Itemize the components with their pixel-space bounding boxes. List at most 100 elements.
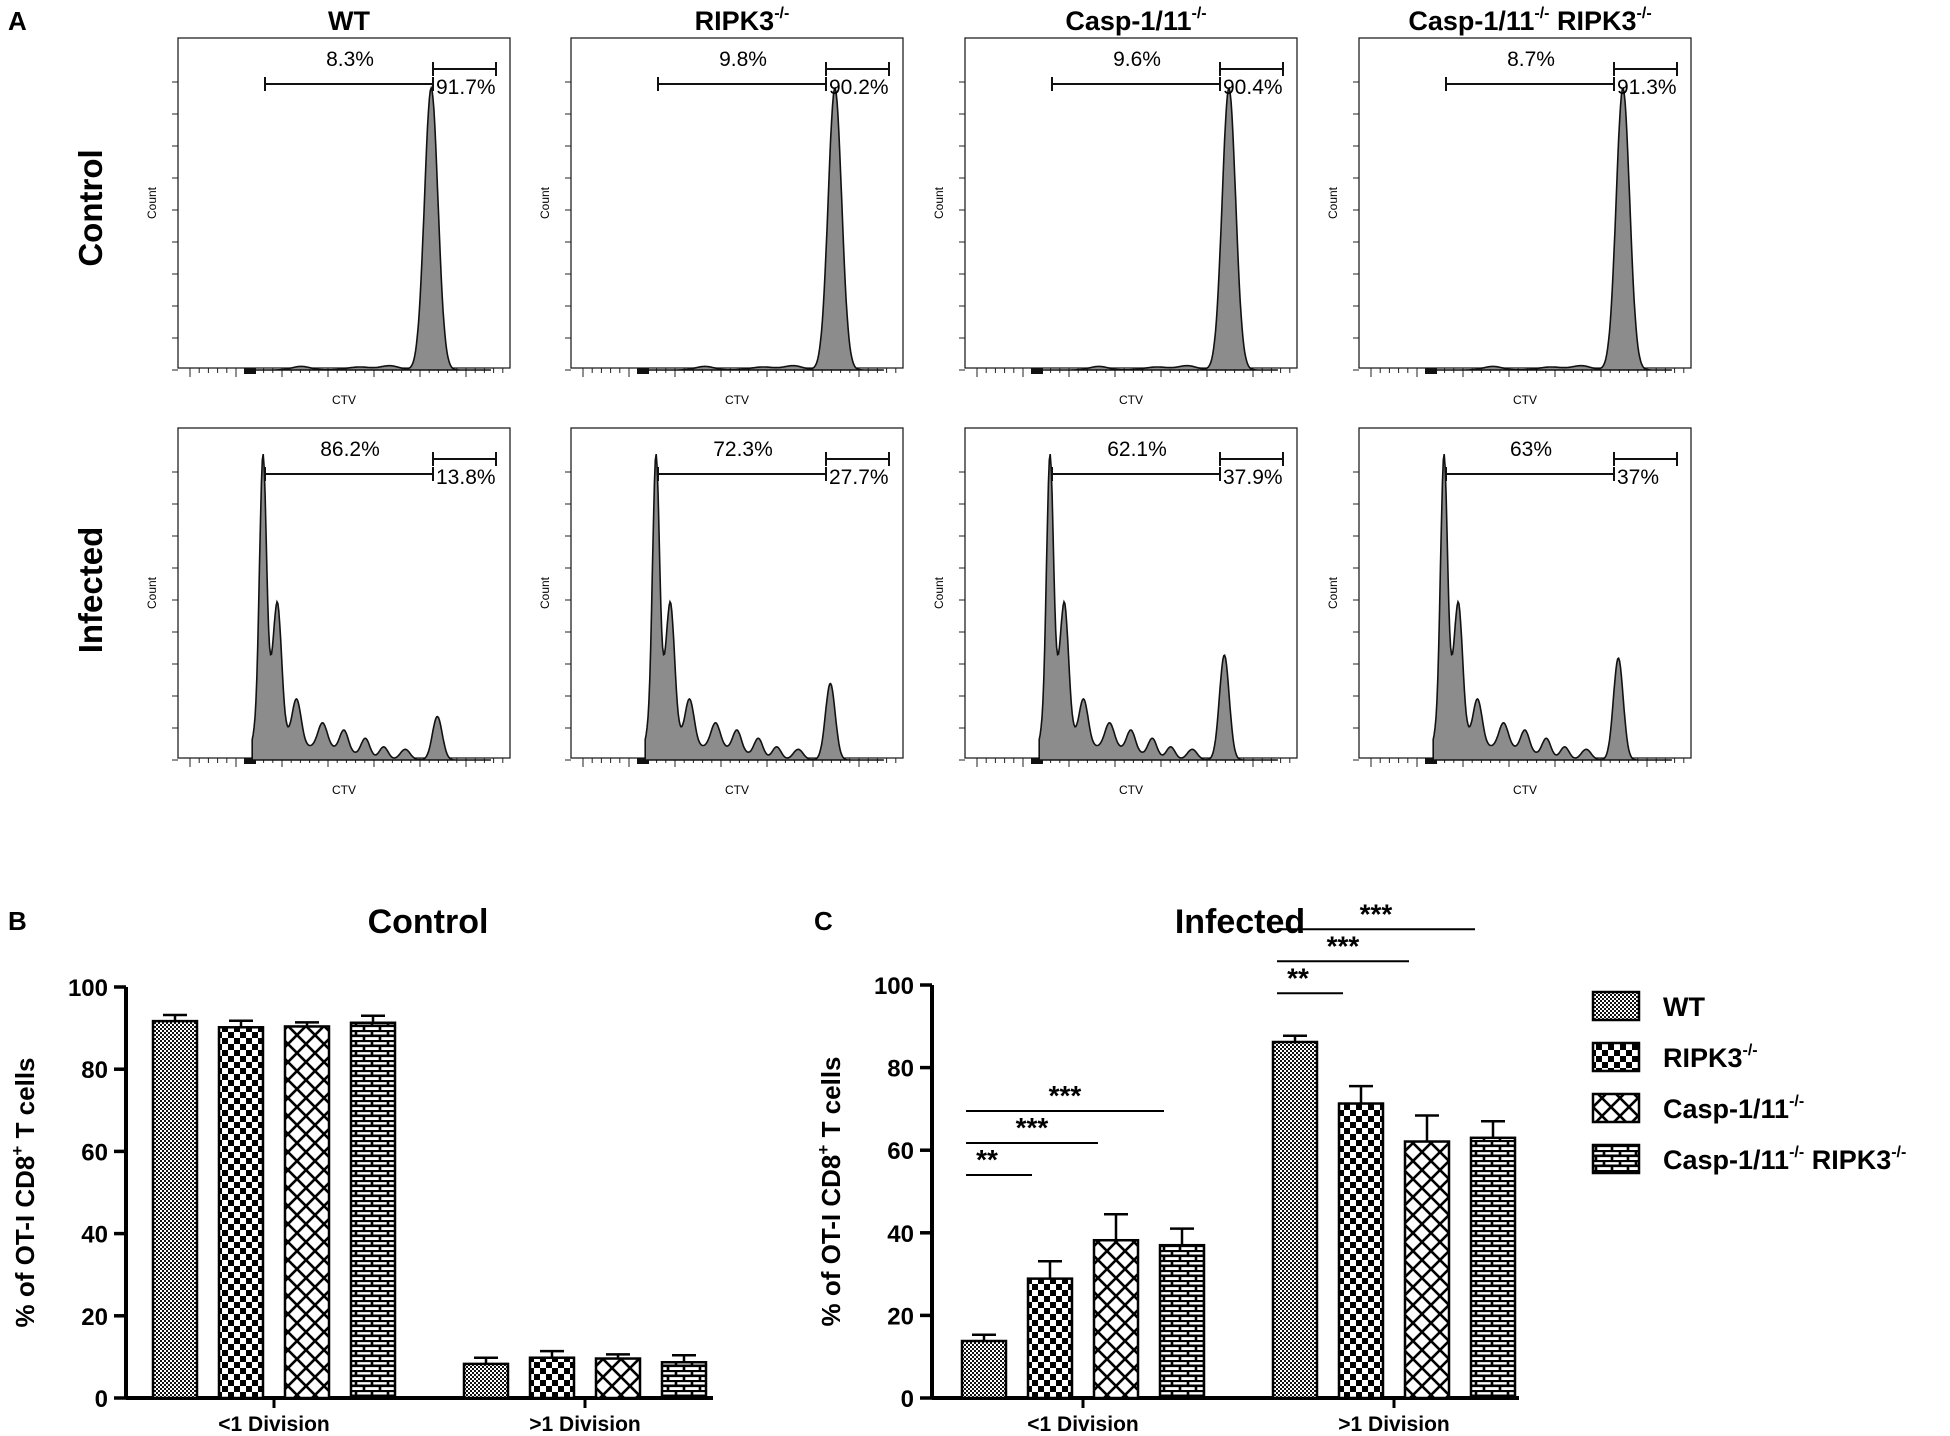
gate-divided-percent: 63%: [1510, 438, 1552, 461]
genotype-base: RIPK3: [1804, 1145, 1891, 1175]
legend-label-1: WT: [1663, 992, 1705, 1022]
gate-undivided-percent: 13.8%: [436, 466, 496, 489]
histogram-frame: [570, 37, 904, 369]
y-tick-label: 0: [95, 1386, 108, 1413]
y-tick-label: 20: [887, 1303, 914, 1330]
x-axis-dense-ticks: [1425, 758, 1437, 764]
y-axis-label-text: % of OT-I CD8: [10, 1156, 40, 1328]
bar-chart-infected: Infected 0 20 40 60 80 100 % of OT-I CD8+ T cel…: [814, 898, 1519, 1436]
histogram-frame: [964, 37, 1298, 369]
bar-3-lt1-division: [1092, 1238, 1140, 1400]
x-axis-dense-ticks: [244, 368, 256, 374]
genotype-superscript: -/-: [1637, 5, 1652, 22]
bar-1-gt1-division: [1271, 1040, 1319, 1400]
significance-label: ***: [1016, 1112, 1049, 1143]
column-header-1: WT: [328, 6, 370, 36]
gate-divided-percent: 86.2%: [320, 438, 380, 461]
column-headers: WT RIPK3-/- Casp-1/11-/- Casp-1/11-/- RIPK3…: [328, 5, 1652, 36]
genotype-base: Casp-1/11: [1663, 1145, 1789, 1175]
histogram-curve: [1039, 86, 1278, 371]
x-axis-label: CTV: [725, 783, 749, 797]
bar-2-lt1-division: [217, 1026, 265, 1400]
histogram-infected-3: CTV Count 62.1% 37.9%: [932, 427, 1298, 797]
row-label-control: Control: [72, 149, 109, 266]
genotype-base: Casp-1/11: [1408, 6, 1534, 36]
y-axis-label: % of OT-I CD8+ T cells: [8, 1058, 40, 1328]
gate-undivided-percent: 27.7%: [829, 466, 889, 489]
histogram-infected-1: CTV Count 86.2% 13.8%: [145, 427, 511, 797]
x-axis-dense-ticks: [244, 758, 256, 764]
histogram-control-4: CTV Count 8.7% 91.3%: [1326, 37, 1692, 407]
histogram-grid: CTV Count 8.3% 91.7% CTV Count 9.8% 90.2% CTV Cou…: [145, 37, 1692, 797]
y-axis-label: Count: [145, 576, 159, 609]
histogram-infected-2: CTV Count 72.3% 27.7%: [538, 427, 904, 797]
gate-divided-percent: 72.3%: [713, 438, 773, 461]
gate-divided-percent: 62.1%: [1107, 438, 1167, 461]
bar-1-lt1-division: [960, 1339, 1008, 1400]
x-axis-label: CTV: [1119, 393, 1143, 407]
x-axis-dense-ticks: [1031, 368, 1043, 374]
genotype-superscript: -/-: [1534, 5, 1549, 22]
y-tick-label: 80: [887, 1056, 914, 1083]
category-label: >1 Division: [529, 1413, 640, 1436]
category-label: <1 Division: [218, 1413, 329, 1436]
y-axis-label: Count: [538, 186, 552, 219]
x-axis-label: CTV: [1513, 783, 1537, 797]
gate-divided-percent: 9.6%: [1113, 48, 1161, 71]
bar-4-gt1-division: [660, 1360, 708, 1400]
y-axis-label-text: T cells: [10, 1058, 40, 1146]
significance-label: ***: [1327, 930, 1360, 961]
legend-swatch-3: [1591, 1092, 1641, 1124]
legend-swatch-4: [1591, 1143, 1641, 1175]
y-axis-label-superscript: +: [814, 1145, 833, 1155]
panel-label-c: C: [814, 906, 833, 936]
y-axis-label: Count: [932, 186, 946, 219]
y-axis-label: Count: [145, 186, 159, 219]
significance-label: **: [1287, 962, 1309, 993]
genotype-base: WT: [1663, 992, 1705, 1022]
chart-title: Infected: [1175, 903, 1305, 941]
bar-3-gt1-division: [594, 1357, 642, 1400]
legend-label-4: Casp-1/11-/- RIPK3-/-: [1663, 1144, 1906, 1175]
bar-1-gt1-division: [462, 1362, 510, 1400]
column-header-2: RIPK3-/-: [695, 5, 790, 36]
legend-label-2: RIPK3-/-: [1663, 1042, 1758, 1073]
genotype-superscript: -/-: [774, 5, 789, 22]
y-axis-label: Count: [538, 576, 552, 609]
x-axis-label: CTV: [725, 393, 749, 407]
x-axis-label: CTV: [1513, 393, 1537, 407]
histogram-curve: [1432, 453, 1672, 761]
histogram-curve: [1433, 86, 1672, 371]
histogram-control-2: CTV Count 9.8% 90.2%: [538, 37, 904, 407]
y-axis-label: Count: [1326, 186, 1340, 219]
genotype-superscript: -/-: [1891, 1144, 1906, 1161]
bar-1-lt1-division: [151, 1019, 199, 1400]
gate-undivided-percent: 37%: [1617, 466, 1659, 489]
bar-3-lt1-division: [283, 1025, 331, 1400]
bar-3-gt1-division: [1403, 1140, 1451, 1400]
bar-4-lt1-division: [349, 1021, 397, 1400]
genotype-superscript: -/-: [1789, 1144, 1804, 1161]
y-axis-label: Count: [1326, 576, 1340, 609]
x-axis-label: CTV: [332, 393, 356, 407]
y-tick-label: 40: [887, 1221, 914, 1248]
histogram-frame: [1358, 37, 1692, 369]
row-label-infected: Infected: [72, 527, 109, 654]
genotype-base: Casp-1/11: [1065, 6, 1191, 36]
gate-undivided-percent: 90.2%: [829, 76, 889, 99]
bar-2-lt1-division: [1026, 1277, 1074, 1400]
gate-divided-percent: 8.3%: [326, 48, 374, 71]
genotype-base: RIPK3: [695, 6, 775, 36]
bar-2-gt1-division: [1337, 1102, 1385, 1400]
x-axis-dense-ticks: [1425, 368, 1437, 374]
y-axis-label-text: % of OT-I CD8: [816, 1155, 846, 1327]
significance-label: **: [976, 1144, 998, 1175]
panel-label-a: A: [8, 6, 27, 36]
histogram-control-1: CTV Count 8.3% 91.7%: [145, 37, 511, 407]
histogram-curve: [644, 453, 884, 761]
genotype-superscript: -/-: [1789, 1093, 1804, 1110]
gate-undivided-percent: 91.3%: [1617, 76, 1677, 99]
x-axis-label: CTV: [1119, 783, 1143, 797]
